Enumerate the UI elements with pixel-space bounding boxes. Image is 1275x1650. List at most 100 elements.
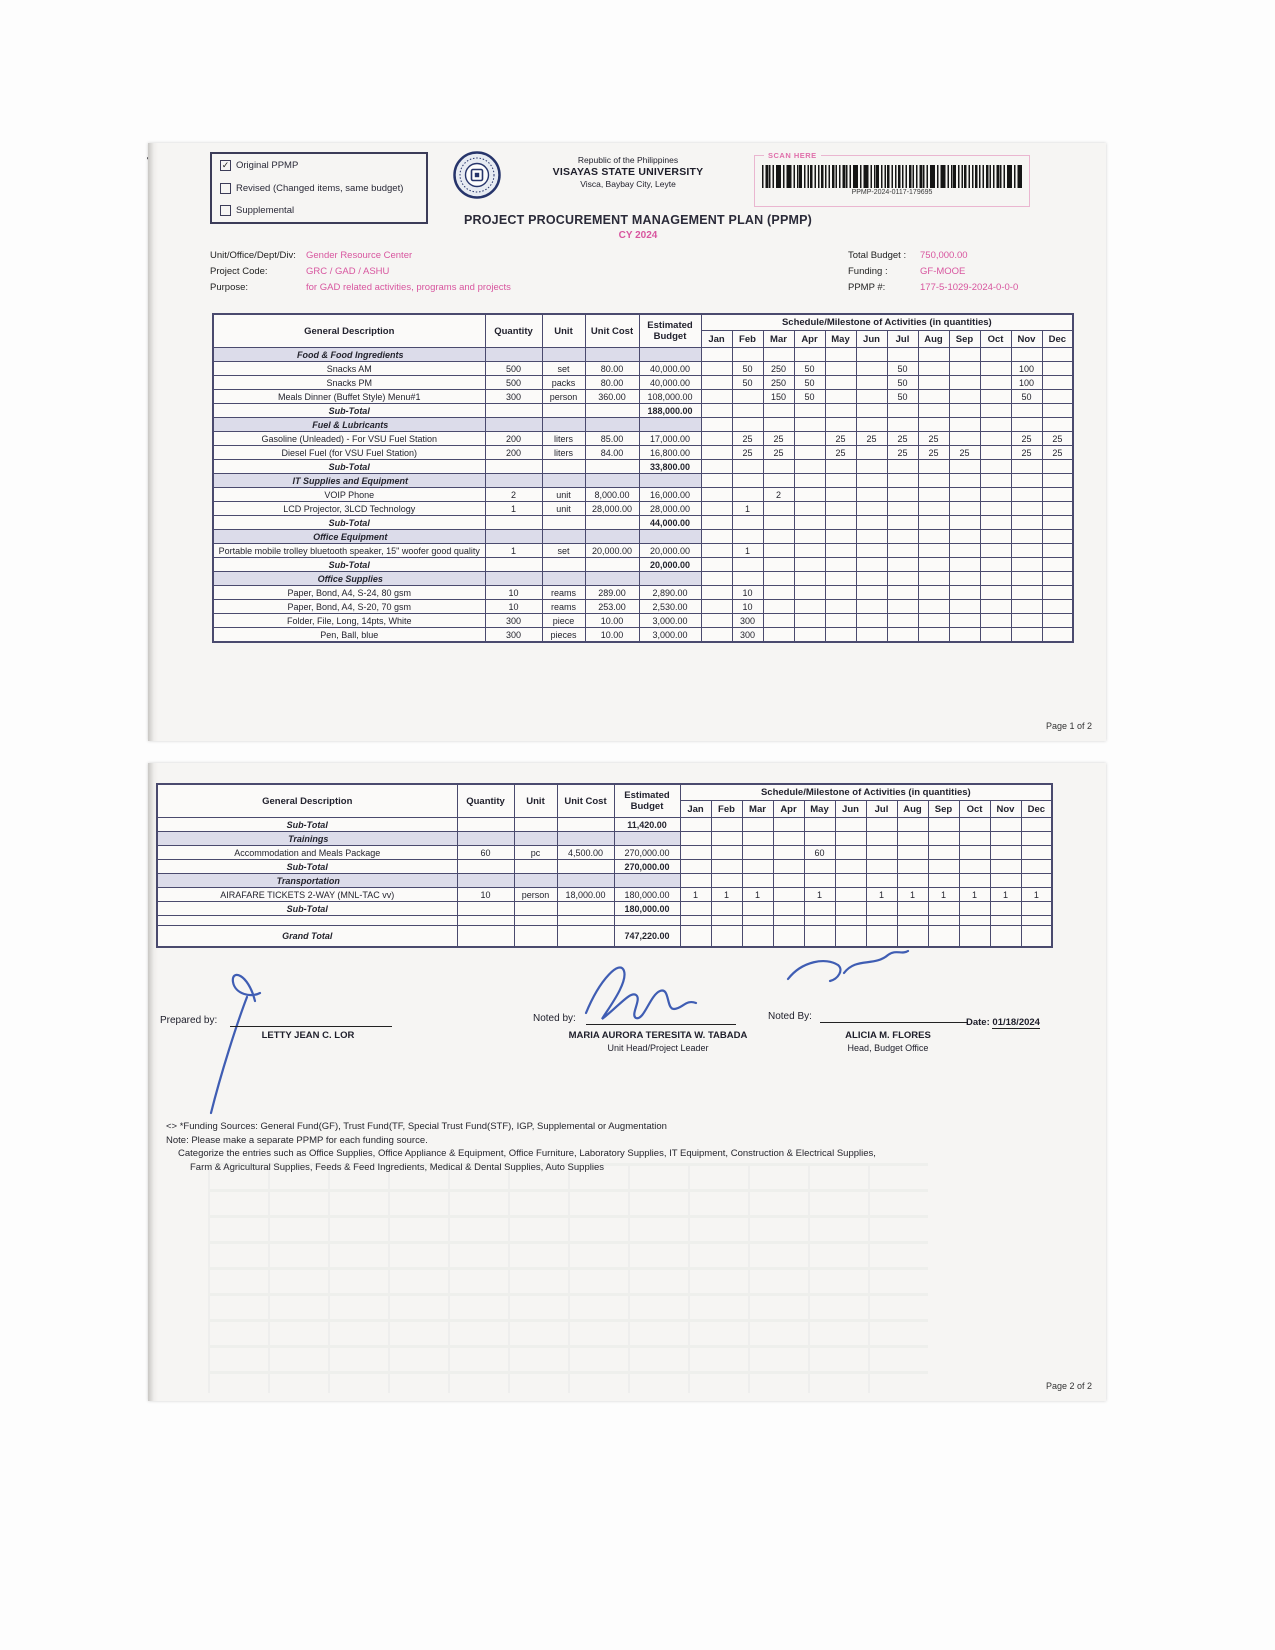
cell-month-aug [917,501,950,516]
checkbox-label: Revised (Changed items, same budget) [236,182,404,194]
cell-month-jul: 25 [886,431,919,446]
cell-month-jun [855,347,888,362]
cell-month-mar: 250 [762,375,795,390]
cell-budget: 2,890.00 [638,585,702,600]
cell-month-oct [979,543,1012,558]
info-unit-value: Gender Resource Center [306,250,413,261]
cell-cost: 85.00 [584,431,640,446]
cell-month-apr [793,459,826,474]
cell-unit [541,459,586,474]
cell-month-dec [1041,627,1074,643]
cell-month-jul [865,873,898,888]
cell-unit [541,473,586,488]
info-purpose-label: Purpose: [210,282,249,293]
cell-month-jun: 25 [855,431,888,446]
info-right-block: Total Budget : 750,000.00 Funding : GF-MOO… [848,248,1018,296]
cell-month-aug [917,585,950,600]
cell-month-feb: 300 [731,613,764,628]
cell-cost: 80.00 [584,375,640,390]
col-header-unit: Unit [541,313,586,348]
col-header-month: Jun [834,800,867,818]
cell-month-oct [958,873,991,888]
cell-month-feb [731,417,764,432]
info-unit: Unit/Office/Dept/Div: Gender Resource Cen… [210,248,511,264]
cell-month-oct [979,487,1012,502]
info-purpose: Purpose: for GAD related activities, prog… [210,280,511,296]
cell-cost [556,817,615,832]
table-row-item: Gasoline (Unleaded) - For VSU Fuel Stati… [212,431,1074,446]
checkbox-original-ppmp: ✓ Original PPMP [220,160,418,171]
cell-budget: 3,000.00 [638,613,702,628]
cell-month-mar [762,557,795,572]
cell-month-jun [855,473,888,488]
cell-month-mar [741,925,774,948]
col-header-month: Aug [917,330,950,348]
cell-month-apr [772,925,805,948]
cell-budget: 28,000.00 [638,501,702,516]
cell-month-oct [979,571,1012,586]
cell-month-sep [948,613,981,628]
cell-month-oct [979,585,1012,600]
col-header-schedule: Schedule/Milestone of Activities (in qua… [679,783,1053,801]
cell-cost: 18,000.00 [556,887,615,902]
table-row-section: Food & Food Ingredients [212,347,1074,362]
cell-month-feb [710,925,743,948]
letterhead-address: Visca, Baybay City, Leyte [580,178,676,189]
cell-month-aug: 1 [896,887,929,902]
cell-month-jun [855,375,888,390]
cell-month-feb [710,859,743,874]
cell-cost [584,417,640,432]
cell-month-may [824,375,857,390]
cell-month-jul [886,501,919,516]
cell-month-apr [772,845,805,860]
noted-by-2-line [820,1001,968,1023]
cell-month-may [803,915,836,926]
cell-month-nov [1010,613,1043,628]
cell-month-jun [834,817,867,832]
cell-desc: Pen, Ball, blue [212,627,486,643]
cell-month-nov: 100 [1010,361,1043,376]
cell-month-jan [700,375,733,390]
page-number: Page 1 of 2 [1045,721,1092,731]
cell-month-oct [979,501,1012,516]
info-total-budget-label: Total Budget : [848,250,907,261]
noted-by-2-name: ALICIA M. FLORES [845,1030,931,1041]
cell-month-may [803,901,836,916]
cell-month-nov: 25 [1010,445,1043,460]
cell-desc: IT Supplies and Equipment [212,473,486,488]
cell-desc: Meals Dinner (Buffet Style) Menu#1 [212,389,486,404]
table-row-subtotal: Sub-Total 33,800.00 [212,459,1074,474]
cell-qty: 10 [484,585,543,600]
cell-month-dec [1041,403,1074,418]
col-header-month: May [824,330,857,348]
cell-month-sep [948,417,981,432]
cell-qty [456,915,515,926]
cell-month-oct [979,557,1012,572]
cell-month-dec [1020,873,1053,888]
cell-cost [556,901,615,916]
cell-qty: 300 [484,613,543,628]
checkbox-checked-icon: ✓ [220,160,231,171]
cell-month-jan [700,389,733,404]
cell-month-dec: 25 [1041,445,1074,460]
col-header-month: Dec [1041,330,1074,348]
cell-unit [541,515,586,530]
cell-month-sep [927,873,960,888]
cell-month-oct [958,925,991,948]
cell-month-apr [772,887,805,902]
footnote-line: Note: Please make a separate PPMP for ea… [166,1134,428,1146]
cell-month-oct [979,445,1012,460]
cell-month-apr [772,859,805,874]
cell-unit: packs [541,375,586,390]
cell-budget: 108,000.00 [638,389,702,404]
cell-month-nov [989,915,1022,926]
cell-month-nov [1010,585,1043,600]
cell-month-jan [700,529,733,544]
cell-desc: Folder, File, Long, 14pts, White [212,613,486,628]
cell-month-dec [1041,599,1074,614]
cell-budget: 3,000.00 [638,627,702,643]
cell-cost: 4,500.00 [556,845,615,860]
date-value: 01/18/2024 [992,1017,1040,1029]
cell-month-jun [834,887,867,902]
cell-month-oct [958,845,991,860]
